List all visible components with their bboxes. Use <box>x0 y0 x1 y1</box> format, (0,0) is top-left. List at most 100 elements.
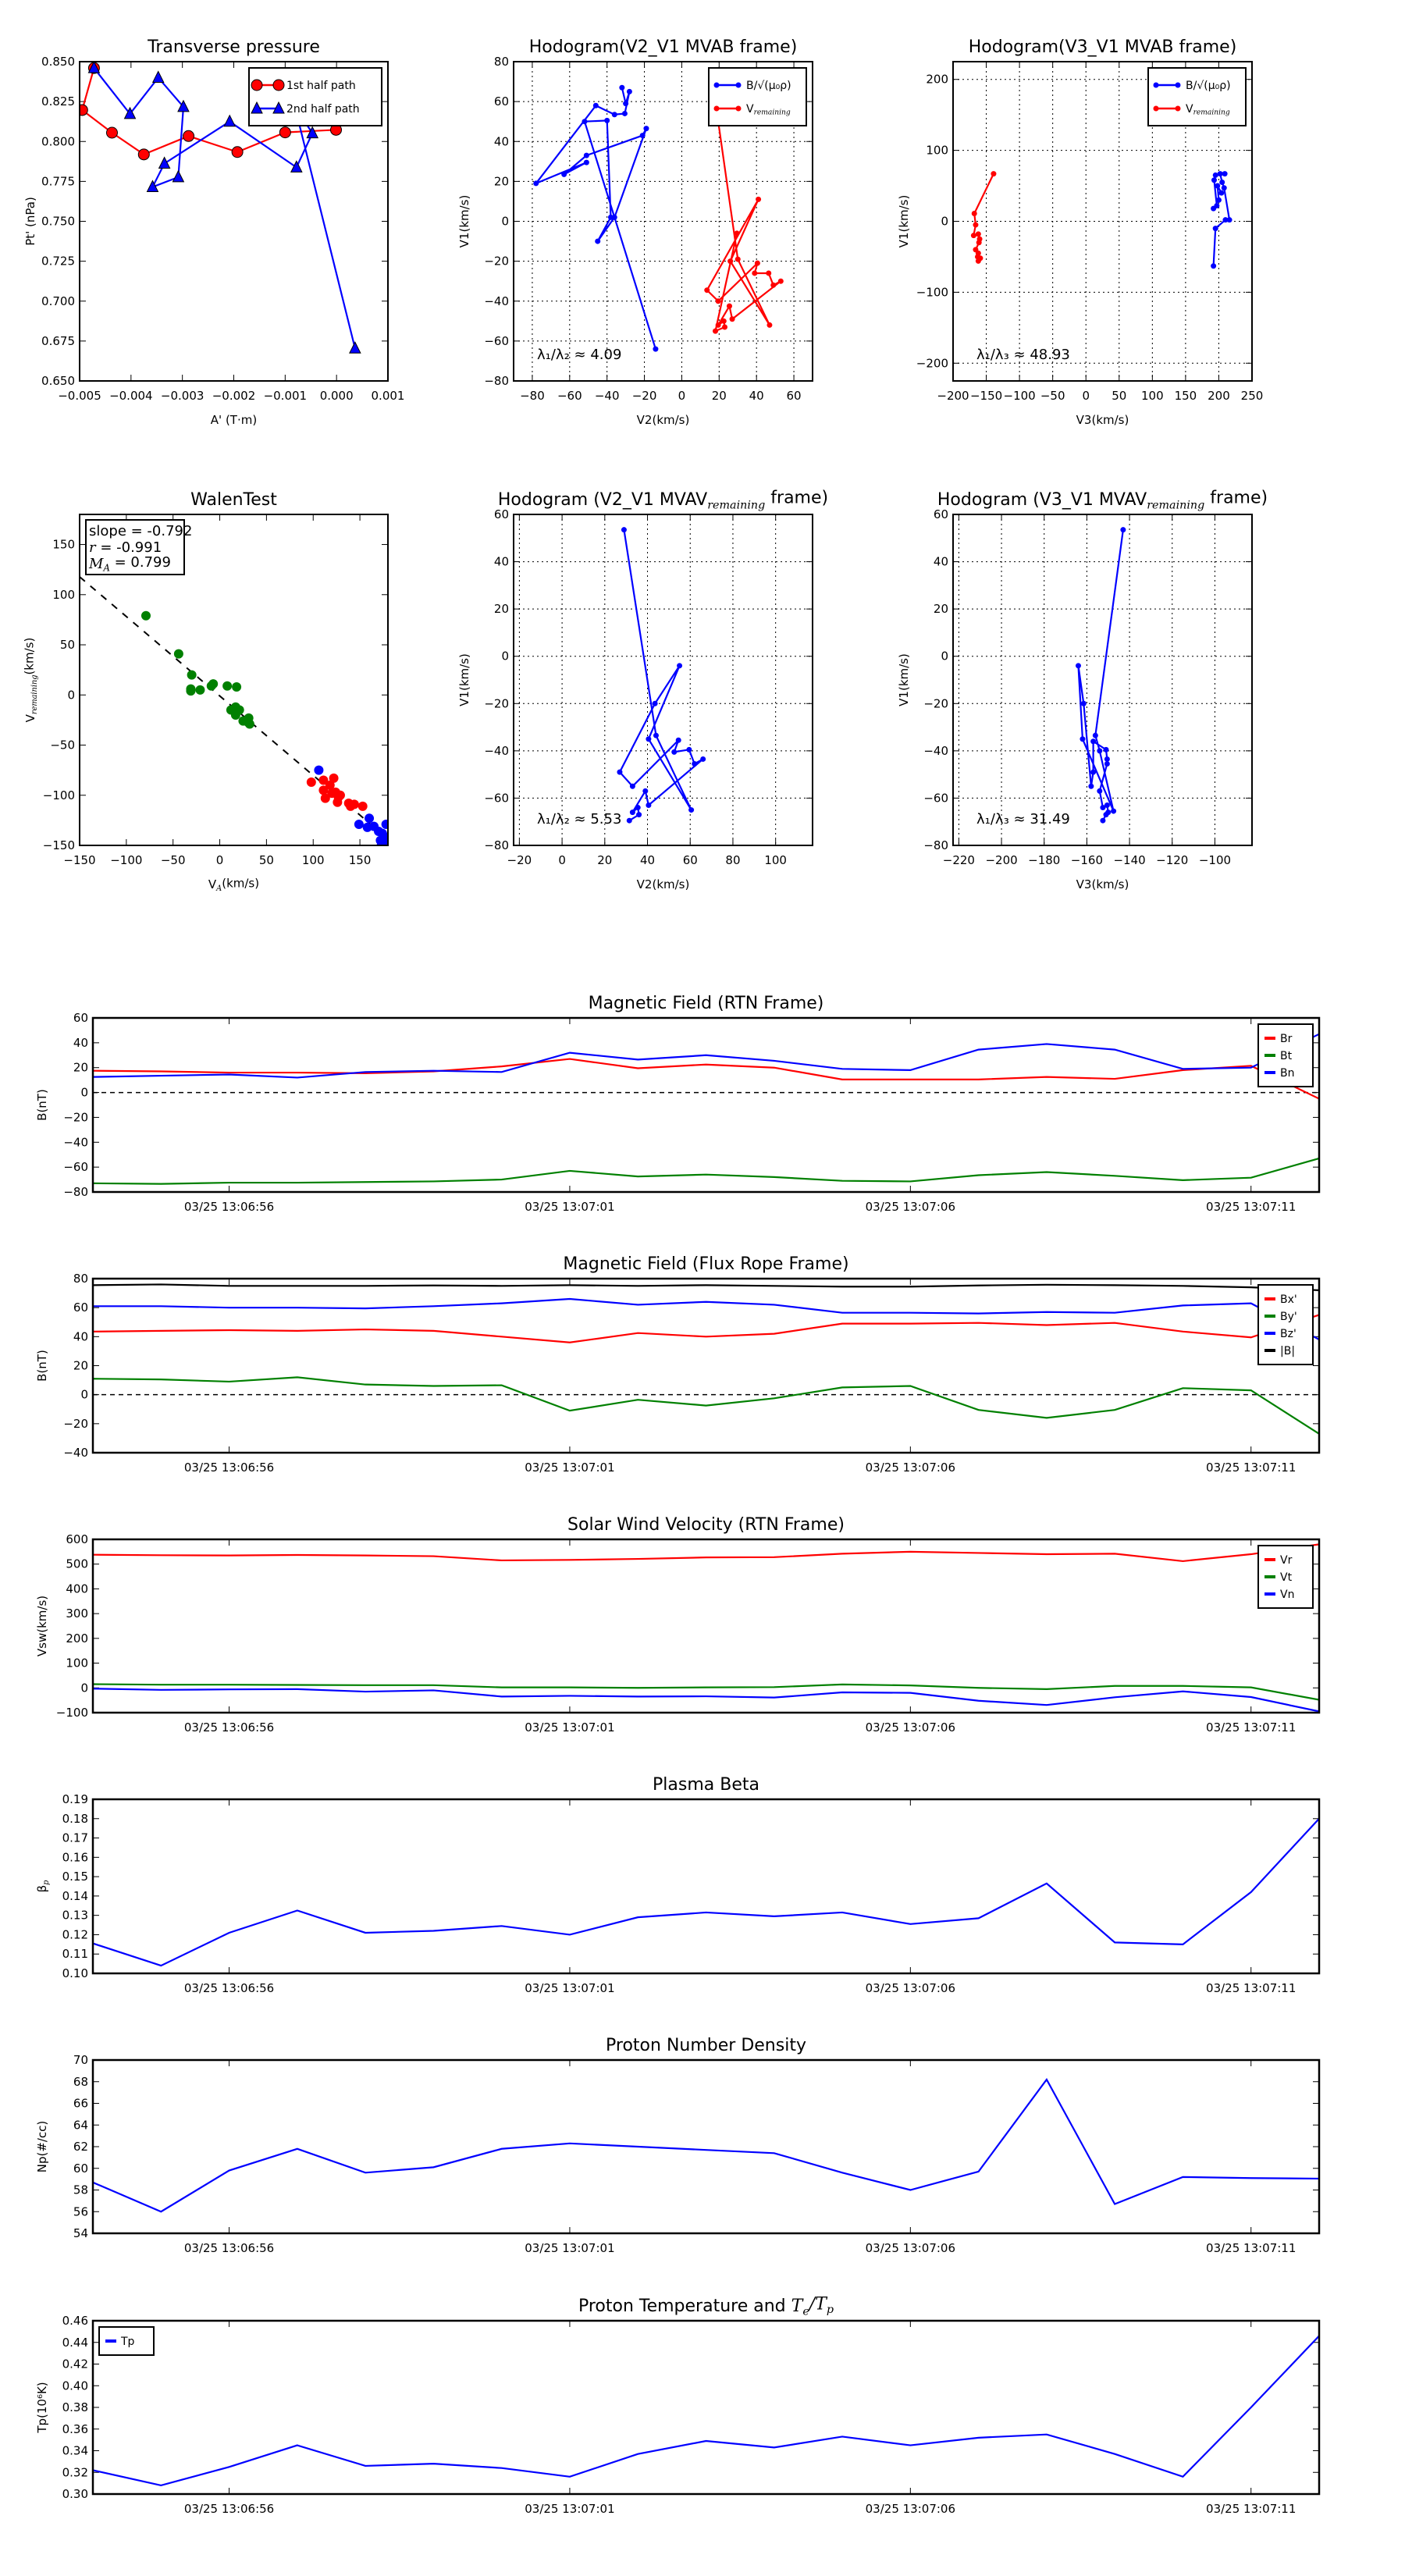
series-1 <box>93 1376 1319 1435</box>
chart-title-part: T <box>791 2297 805 2316</box>
x-axis-label-part: V2(km/s) <box>637 413 690 427</box>
chart-title-part: Plasma Beta <box>653 1775 759 1795</box>
x-tick-label: 100 <box>1141 389 1164 403</box>
chart-title: Plasma Beta <box>653 1775 759 1795</box>
data-point <box>357 801 368 811</box>
data-point <box>629 783 635 789</box>
legend-label: Bz' <box>1280 1328 1297 1340</box>
chart-panel: 03/25 13:06:56 03/25 13:07:01 03/25 13:07:… <box>35 1254 1321 1475</box>
y-tick-label: −80 <box>923 838 948 852</box>
legend-label-part: V <box>746 103 754 116</box>
data-point <box>1080 700 1087 706</box>
x-axis-label-part: A' (T·m) <box>211 413 257 427</box>
data-point <box>272 101 285 114</box>
chart-title-part: Hodogram(V2_V1 MVAB frame) <box>529 37 798 57</box>
data-point <box>251 101 263 114</box>
series-0 <box>533 84 659 352</box>
data-point <box>1175 82 1181 88</box>
y-tick-label: −200 <box>916 356 948 370</box>
data-point <box>626 817 632 824</box>
y-tick-label: 600 <box>66 1532 88 1546</box>
x-tick-label: 03/25 13:07:01 <box>525 1981 614 1995</box>
y-axis-label-part: β <box>35 1885 49 1893</box>
series-line <box>93 1376 1319 1435</box>
y-tick-label: −60 <box>484 334 509 348</box>
chart-panel: 03/25 13:06:56 03/25 13:07:01 03/25 13:07:… <box>35 994 1321 1214</box>
x-tick-label: −160 <box>1071 853 1103 867</box>
data-point <box>646 736 652 742</box>
data-point <box>735 82 742 88</box>
data-point <box>734 230 740 237</box>
x-tick-label: 100 <box>302 853 325 867</box>
y-tick-label: 66 <box>73 2097 88 2111</box>
y-tick-label: 58 <box>73 2183 88 2197</box>
series-line <box>533 87 656 350</box>
series-0 <box>93 1818 1319 1967</box>
data-point <box>611 112 617 118</box>
data-point <box>636 812 642 818</box>
data-point <box>611 214 617 220</box>
y-tick-label: 0.19 <box>62 1792 88 1806</box>
plot-area <box>970 171 1232 269</box>
data-point <box>726 303 732 309</box>
legend-label-part: remaining <box>754 109 791 117</box>
x-tick-label: −20 <box>507 853 532 867</box>
legend-entry: Vr <box>1264 1554 1293 1567</box>
y-tick-label: 100 <box>926 144 948 158</box>
y-tick-label: 0.725 <box>41 254 75 269</box>
data-point <box>1104 761 1110 767</box>
data-point <box>621 527 627 533</box>
data-point <box>754 260 760 266</box>
data-point <box>621 110 628 116</box>
chart-panel: −150 −100 −50 0 50 100 150 −150 −100 −50 0 50 100 150… <box>22 490 389 893</box>
data-point <box>208 679 219 689</box>
x-tick-label: −40 <box>595 389 620 403</box>
series-0 <box>80 62 343 161</box>
x-tick-label: −50 <box>1040 389 1065 403</box>
y-tick-label: 0.850 <box>41 55 75 69</box>
data-point <box>756 196 762 202</box>
data-point <box>272 79 285 91</box>
y-tick-label: 0.18 <box>62 1812 88 1826</box>
y-tick-label: 20 <box>73 1061 88 1075</box>
x-tick-label: −200 <box>985 853 1017 867</box>
data-point <box>290 160 303 173</box>
stats-box-frame <box>85 519 185 575</box>
chart-title: Magnetic Field (Flux Rope Frame) <box>563 1254 848 1274</box>
legend-label: Vt <box>1280 1571 1293 1584</box>
chart-panel: −20 0 20 40 60 80 100−80−60−40−200204060Hodogr… <box>457 489 828 891</box>
y-axis-label-part: Pt' (nPa) <box>23 197 37 246</box>
stats-line: MA = 0.799 <box>88 554 171 573</box>
x-tick-label: 03/25 13:07:01 <box>525 2241 614 2255</box>
y-tick-label: 0 <box>80 1681 88 1695</box>
y-axis-label-part: Tp(10⁶K) <box>35 2382 49 2433</box>
y-axis-label-part: V <box>23 713 37 722</box>
y-tick-label: −50 <box>50 738 75 753</box>
y-tick-label: 0.700 <box>41 294 75 308</box>
series-0 <box>1211 171 1232 269</box>
legend-label: Vr <box>1280 1554 1293 1567</box>
data-point <box>1226 217 1232 223</box>
data-point <box>617 769 623 775</box>
y-tick-label: −100 <box>56 1706 88 1720</box>
y-axis-label: Vremaining(km/s) <box>22 638 39 723</box>
x-tick-label: 100 <box>764 853 787 867</box>
y-tick-label: −40 <box>63 1135 88 1149</box>
y-axis-label-part: Np(#/cc) <box>35 2121 49 2173</box>
x-tick-label: 60 <box>683 853 698 867</box>
legend-entry: |B| <box>1264 1345 1295 1357</box>
y-tick-label: −60 <box>923 791 948 805</box>
x-tick-label: −220 <box>943 853 975 867</box>
x-tick-label: 03/25 13:07:06 <box>866 1981 955 1995</box>
y-tick-label: 200 <box>926 73 948 87</box>
legend-label: 2nd half path <box>286 103 360 116</box>
y-tick-label: 20 <box>73 1359 88 1373</box>
axes-frame <box>79 61 389 382</box>
y-tick-label: 40 <box>494 555 509 569</box>
x-tick-label: 20 <box>597 853 612 867</box>
data-point <box>1221 185 1227 191</box>
stats-line-part: r <box>89 539 97 556</box>
x-axis-label: V2(km/s) <box>637 413 690 427</box>
data-point <box>767 322 773 328</box>
